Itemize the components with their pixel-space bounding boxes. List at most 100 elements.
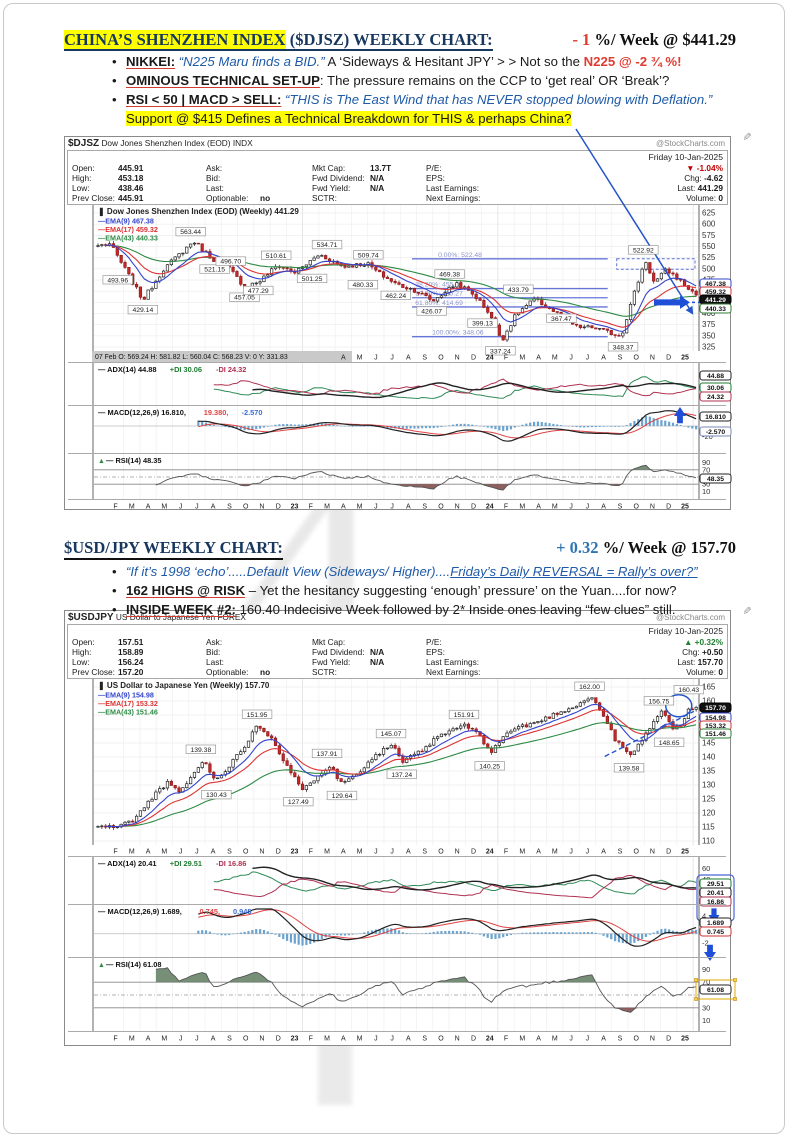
svg-text:120: 120 [702,809,716,818]
svg-text:M: M [161,1036,167,1043]
svg-text:M: M [519,504,525,511]
svg-text:A: A [601,849,606,856]
svg-text:O: O [633,1036,639,1043]
svg-text:D: D [666,504,671,511]
svg-text:J: J [195,849,199,856]
quote-cell: SCTR: [312,193,337,203]
svg-text:160: 160 [702,697,716,706]
quote-cell: EPS: [426,647,445,657]
djsz-macd-panel: -20 16.810 -2.570 — MACD(12,26,9) 16.810, 19… [68,405,732,454]
bullet-inside-week: • INSIDE WEEK #2: 160.40 Indecisive Week … [112,602,676,618]
svg-text:-2.570: -2.570 [242,408,263,417]
svg-text:F: F [113,1036,117,1043]
svg-text:M: M [519,355,525,362]
svg-text:M: M [161,849,167,856]
svg-text:A: A [146,504,151,511]
svg-text:25: 25 [681,849,689,856]
svg-text:J: J [374,1036,378,1043]
svg-text:J: J [569,1036,573,1043]
svg-text:M: M [552,1036,558,1043]
bullet-rsi-macd: • RSI < 50 | MACD > SELL: “THIS is The Ea… [112,92,713,126]
svg-text:M: M [357,1036,363,1043]
svg-text:M: M [324,849,330,856]
usdjpy-macd-panel: 4 -2 1.689 0.745 — MACD(12,26,9) 1.689, 0.745… [68,904,732,961]
svg-text:M: M [129,504,135,511]
quote-cell: Last: [206,183,224,193]
svg-text:A: A [536,1036,541,1043]
shenzhen-title-row: CHINA’S SHENZHEN INDEX ($DJSZ) WEEKLY CH… [64,30,736,51]
svg-text:— MACD(12,26,9) 1.689,: — MACD(12,26,9) 1.689, [98,907,182,916]
usdjpy-bottom-axis: F M A M J J A S O N D 23 F M A M J J A S O N D 24 F M A M J J A S O N D 25 [68,1031,726,1043]
svg-text:A: A [601,1036,606,1043]
svg-text:— MACD(12,26,9) 16.810,: — MACD(12,26,9) 16.810, [98,408,186,417]
svg-text:510.61: 510.61 [266,253,287,260]
svg-text:D: D [666,849,671,856]
svg-text:441.29: 441.29 [705,297,726,304]
svg-text:07 Feb O: 569.24 H: 581.82 L: 07 Feb O: 569.24 H: 581.82 L: 560.04 C: … [95,354,288,361]
svg-text:J: J [179,504,183,511]
svg-text:J: J [390,355,394,362]
svg-text:F: F [504,1036,508,1043]
svg-text:48.35: 48.35 [707,476,724,483]
quote-cell: SCTR: [312,667,337,677]
djsz-date: Friday 10-Jan-2025 [648,152,723,162]
svg-text:160.43: 160.43 [678,687,699,694]
svg-text:A: A [406,355,411,362]
svg-text:165: 165 [702,683,716,692]
svg-text:J: J [390,1036,394,1043]
svg-text:23: 23 [291,849,299,856]
svg-text:A: A [146,1036,151,1043]
svg-text:30: 30 [702,480,710,489]
svg-text:S: S [227,1036,232,1043]
svg-text:S: S [422,849,427,856]
quote-cell: Last: [206,657,224,667]
quote-cell-right: Last: 441.29 [677,183,723,193]
svg-text:D: D [276,504,281,511]
svg-text:493.96: 493.96 [107,277,128,284]
svg-text:M: M [161,504,167,511]
svg-text:480.33: 480.33 [353,282,374,289]
svg-text:A: A [406,504,411,511]
svg-text:157.70: 157.70 [705,705,726,712]
shenzhen-title-highlight: CHINA’S SHENZHEN INDEX [64,30,286,51]
svg-text:550: 550 [702,242,716,251]
svg-text:M: M [357,504,363,511]
svg-text:525: 525 [702,253,716,262]
svg-text:A: A [341,355,346,362]
svg-text:A: A [341,504,346,511]
svg-text:A: A [601,355,606,362]
svg-text:20.41: 20.41 [707,890,724,897]
svg-text:S: S [618,355,623,362]
svg-text:—EMA(17) 459.32: —EMA(17) 459.32 [98,225,158,234]
svg-text:F: F [309,504,313,511]
quote-cell: Mkt Cap: [312,163,346,173]
svg-text:23: 23 [291,504,299,511]
svg-text:433.79: 433.79 [508,287,529,294]
svg-text:N: N [650,504,655,511]
svg-text:M: M [357,849,363,856]
svg-text:70: 70 [702,465,710,474]
svg-text:90: 90 [702,965,710,974]
svg-text:O: O [243,1036,249,1043]
quote-cell: N/A [370,183,385,193]
quote-cell-right: Chg: +0.50 [682,647,723,657]
quote-cell: Next Earnings: [426,667,481,677]
svg-text:-2: -2 [702,938,709,947]
svg-text:J: J [586,1036,590,1043]
svg-text:A: A [211,1036,216,1043]
quote-cell: Optionable: [206,667,249,677]
svg-text:F: F [504,355,508,362]
svg-text:127.49: 127.49 [288,799,309,806]
stockcharts-credit: @StockCharts.com [655,139,725,148]
svg-text:61.80%: 414.69: 61.80%: 414.69 [415,300,463,307]
svg-text:19.380,: 19.380, [204,408,229,417]
svg-text:A: A [146,849,151,856]
svg-text:D: D [666,1036,671,1043]
svg-text:145: 145 [702,739,716,748]
svg-text:M: M [357,355,363,362]
svg-text:375: 375 [702,320,716,329]
svg-text:M: M [129,849,135,856]
svg-text:151.95: 151.95 [247,712,268,719]
